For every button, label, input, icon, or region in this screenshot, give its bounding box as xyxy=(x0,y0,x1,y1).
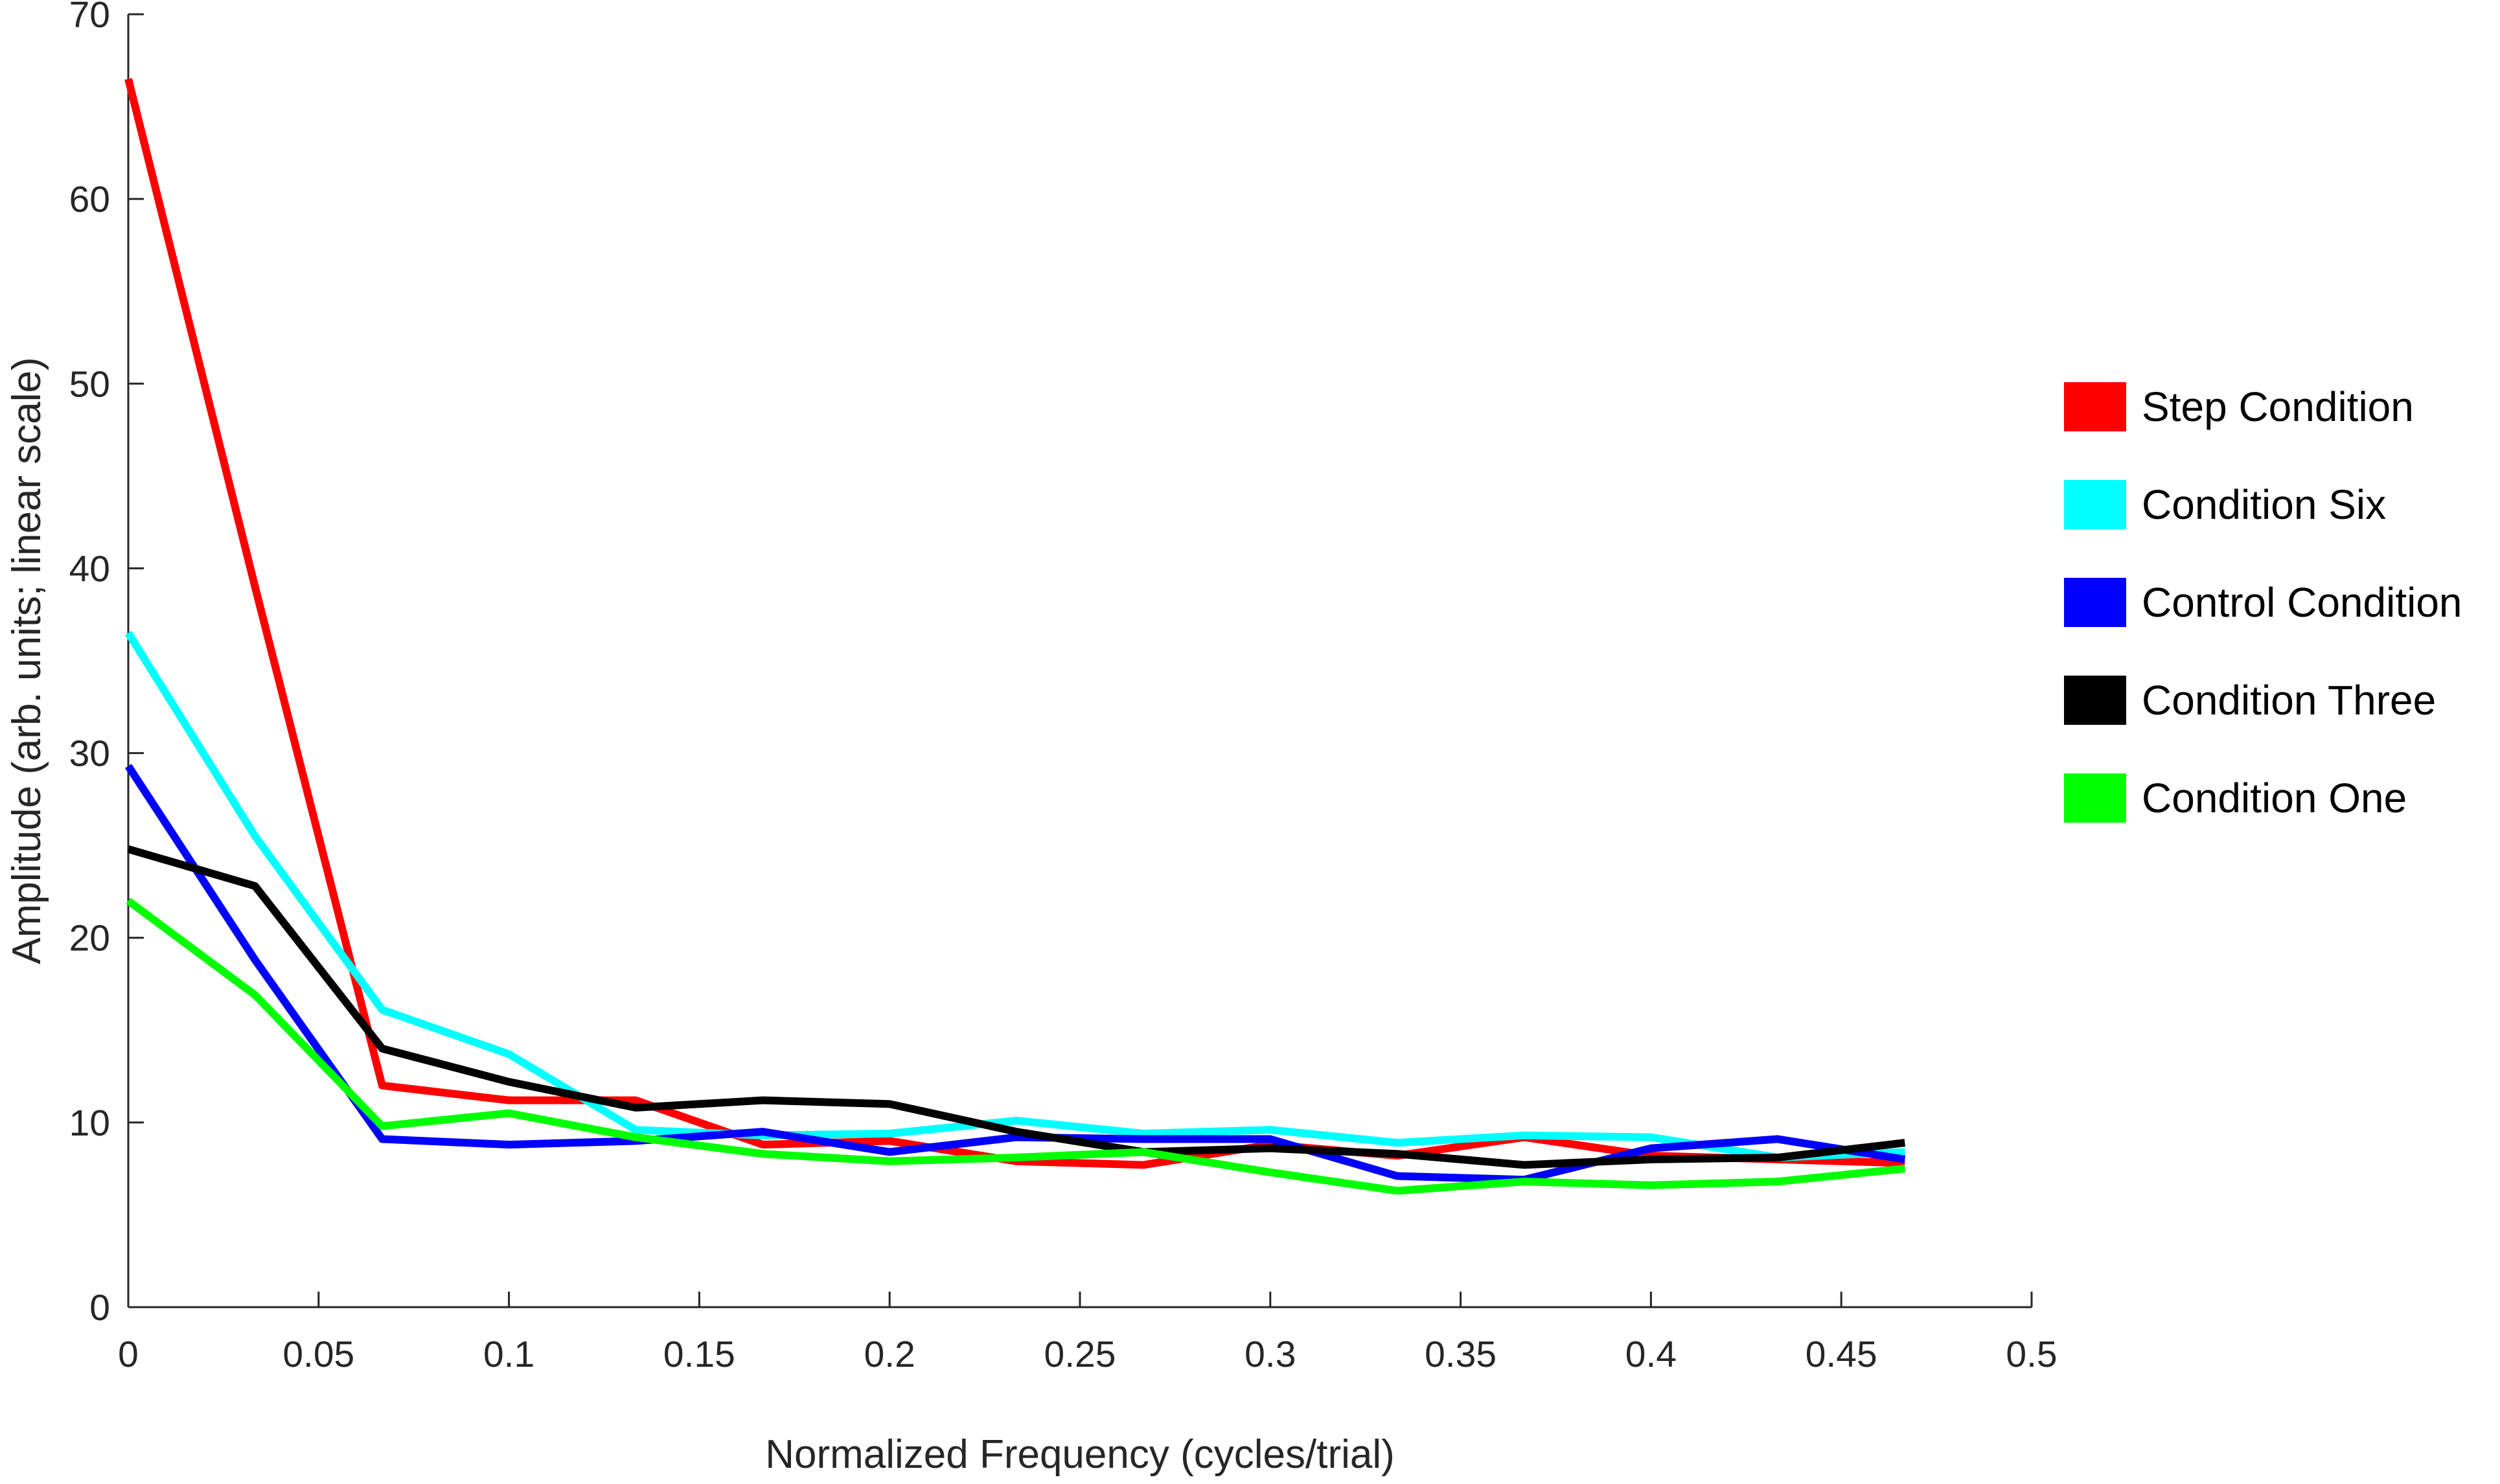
legend-label-control-condition: Control Condition xyxy=(2142,579,2462,626)
y-tick-label: 40 xyxy=(69,548,110,589)
y-tick-label: 10 xyxy=(69,1102,110,1144)
y-ticks: 0 10 20 30 40 50 60 70 xyxy=(69,0,144,1329)
x-tick-label: 0.25 xyxy=(1044,1334,1116,1375)
legend-label-condition-six: Condition Six xyxy=(2142,481,2386,528)
series-line-step-condition xyxy=(124,78,1905,1169)
axes xyxy=(127,14,2032,1308)
y-tick-label: 20 xyxy=(69,918,110,959)
legend-swatch-step-condition xyxy=(2064,382,2126,431)
x-tick-label: 0.05 xyxy=(282,1334,354,1375)
y-tick-label: 50 xyxy=(69,363,110,405)
x-tick-label: 0 xyxy=(118,1334,139,1375)
legend: Step Condition Condition Six Control Condi… xyxy=(2064,382,2462,823)
legend-label-condition-one: Condition One xyxy=(2142,775,2407,821)
x-axis-title: Normalized Frequency (cycles/trial) xyxy=(765,1432,1395,1477)
legend-swatch-condition-six xyxy=(2064,480,2126,529)
series-line-condition-three xyxy=(127,845,1906,1169)
x-tick-label: 0.35 xyxy=(1425,1334,1497,1375)
y-axis-title: Amplitude (arb. units; linear scale) xyxy=(5,357,49,964)
x-tick-label: 0.3 xyxy=(1244,1334,1296,1375)
x-ticks: 0 0.05 0.1 0.15 0.2 0.25 0.3 0.35 0.4 0.45 0.5 xyxy=(118,1292,2058,1375)
series-line-condition-one xyxy=(126,897,1905,1195)
x-tick-label: 0.4 xyxy=(1625,1334,1677,1375)
x-tick-label: 0.5 xyxy=(2006,1334,2057,1375)
y-tick-label: 70 xyxy=(69,0,110,36)
legend-swatch-condition-three xyxy=(2064,676,2126,725)
series-line-condition-six xyxy=(124,631,1905,1162)
series-lines xyxy=(124,78,1906,1195)
legend-swatch-condition-one xyxy=(2064,773,2126,823)
legend-label-step-condition: Step Condition xyxy=(2142,383,2414,430)
x-tick-label: 0.45 xyxy=(1806,1334,1877,1375)
y-tick-label: 0 xyxy=(89,1287,110,1329)
legend-swatch-control-condition xyxy=(2064,578,2126,627)
y-tick-label: 30 xyxy=(69,733,110,775)
y-tick-label: 60 xyxy=(69,179,110,220)
x-tick-label: 0.15 xyxy=(663,1334,735,1375)
x-tick-label: 0.1 xyxy=(483,1334,534,1375)
x-tick-label: 0.2 xyxy=(864,1334,915,1375)
legend-label-condition-three: Condition Three xyxy=(2142,677,2436,724)
